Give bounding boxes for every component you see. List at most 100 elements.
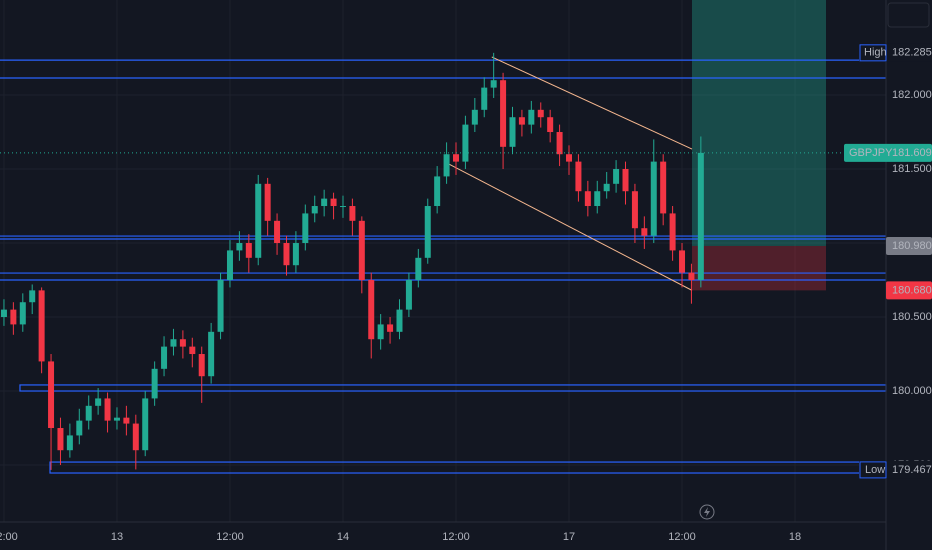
candle-body [566,154,573,162]
position-target-zone [691,0,827,246]
x-tick-label: 14 [337,531,349,543]
candle-body [217,280,224,332]
candle-body [415,257,422,281]
price-tag [886,281,932,300]
candle-body [226,250,233,281]
candle-body [104,398,111,421]
price-tag-text: GBPJPY [849,147,893,159]
candle-body [245,243,252,258]
candle-body [500,80,507,147]
candle-body [424,206,431,258]
candle-body [19,302,26,325]
x-tick-label: 17 [563,531,575,543]
candle-body [302,213,309,244]
candle-body [283,243,290,266]
candle-body [57,428,64,451]
axis-layer: 179.500180.000180.500181.000181.500182.0… [0,43,932,543]
candle-body [471,109,478,125]
candle-body [594,191,601,207]
candle-body [208,331,215,377]
candle-body [264,183,271,221]
candle-body [660,161,667,214]
low-value: 179.467 [892,464,932,476]
price-tag [844,143,932,162]
candle-body [396,309,403,332]
x-tick-label: 18 [789,531,801,543]
plot-area [0,0,887,522]
high-label: High [864,47,887,59]
candle-body [377,324,384,340]
candle-body [38,290,45,362]
candle-body [113,417,120,421]
candle-body [142,398,149,451]
candle-body [95,398,102,406]
position-stop-zone [691,245,827,291]
candle-body [151,368,158,399]
candle-body [189,346,196,355]
candle-body [48,361,55,429]
candle-body [85,405,92,421]
x-tick-label: 12:00 [0,531,18,543]
candle-body [170,339,177,347]
high-value: 182.285 [892,47,932,59]
candle-body [556,132,563,155]
candle-body [688,272,695,281]
candle-body [622,169,629,192]
candle-body [349,206,356,221]
candle-body [179,339,186,347]
candle-body [405,280,412,310]
x-tick-label: 13 [111,531,123,543]
y-tick-label: 182.000 [892,89,932,101]
candle-body [292,243,299,266]
candle-body [0,309,7,318]
settings-button[interactable] [887,2,930,28]
candle-body [321,198,328,207]
candle-body [679,250,686,273]
candle-body [537,109,544,118]
x-tick-label: 12:00 [668,531,696,543]
candle-body [236,243,243,251]
price-tag-text: 180.680 [892,284,932,296]
candle-body [669,213,676,251]
candle-body [481,87,488,110]
channel-line [446,162,693,291]
x-tick-label: 12:00 [216,531,244,543]
candle-body [462,124,469,162]
candle-body [274,220,281,244]
candle-body [443,154,450,177]
candle-body [368,280,375,340]
candle-body [161,346,168,369]
candle-body [547,117,554,133]
candle-body [631,191,638,229]
candle-body [330,198,337,207]
candle-body [358,220,365,281]
replay-icon[interactable] [699,504,715,520]
candle-body [66,435,73,451]
candle-body [434,176,441,207]
candle-body [584,191,591,207]
candle-body [198,354,205,377]
candle-body [132,423,139,451]
candle-body [255,183,262,258]
candle-body [29,290,36,303]
candle-body [509,117,516,147]
price-tag [886,236,932,255]
candle-body [311,206,318,214]
x-tick-label: 12:00 [442,531,470,543]
candle-body [452,154,459,162]
high-tag-box [859,44,887,62]
y-tick-label: 181.500 [892,163,932,175]
price-tag-text: 180.980 [892,240,932,252]
candle-body [603,183,610,192]
low-tag-box [859,461,887,479]
candle-body [10,309,17,325]
y-tick-label: 180.500 [892,311,932,323]
candle-body [387,324,394,332]
candle-body [490,80,497,88]
low-label: Low [865,464,885,476]
candle-body [575,161,582,192]
candle-body [641,228,648,236]
candle-body [613,169,620,184]
